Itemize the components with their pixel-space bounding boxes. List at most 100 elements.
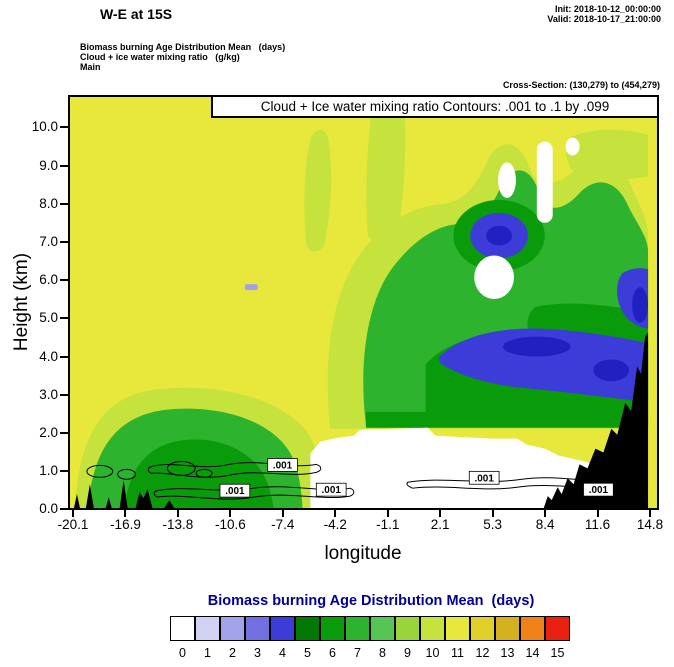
field-white-regions xyxy=(310,97,649,508)
colorbar-cell xyxy=(320,616,345,641)
colorbar-cell xyxy=(545,616,570,641)
x-tick-mark xyxy=(176,510,179,517)
contour-label-text: .001 xyxy=(475,473,495,484)
legend-line-domain: Main xyxy=(80,62,101,72)
y-tick-mark xyxy=(60,126,68,129)
y-tick-label: 1.0 xyxy=(39,463,58,479)
y-tick-mark xyxy=(60,431,68,434)
x-tick-label: 8.4 xyxy=(535,517,555,532)
contour-info-box: Cloud + Ice water mixing ratio Contours:… xyxy=(211,95,659,118)
colorbar-tick-label: 0 xyxy=(179,646,186,660)
colorbar-cell xyxy=(445,616,470,641)
cross-section-info: Cross-Section: (130,279) to (454,279) xyxy=(502,80,660,90)
y-tick-label: 5.0 xyxy=(39,310,58,326)
colorbar-cell xyxy=(470,616,495,641)
y-tick-mark xyxy=(60,508,68,511)
colorbar-cell xyxy=(270,616,295,641)
colorbar-tick-label: 14 xyxy=(525,646,540,660)
x-tick-label: -4.2 xyxy=(323,517,347,532)
y-tick-label: 7.0 xyxy=(39,233,58,249)
y-tick-label: 9.0 xyxy=(39,157,58,173)
x-tick-label: 5.3 xyxy=(483,517,503,532)
cross-section-field: .001 .001 .001 .001 .001 xyxy=(70,97,657,508)
contour-label-text: .001 xyxy=(273,460,293,471)
x-tick-mark xyxy=(544,510,547,517)
colorbar-tick-label: 1 xyxy=(204,646,211,660)
colorbar-tick-label: 12 xyxy=(475,646,490,660)
x-tick-label: -13.8 xyxy=(162,517,194,532)
y-tick-mark xyxy=(60,202,68,205)
y-tick-mark xyxy=(60,355,68,358)
colorbar-tick-label: 9 xyxy=(404,646,411,660)
x-tick-mark xyxy=(229,510,232,517)
y-tick-mark xyxy=(60,279,68,282)
colorbar-tick-label: 4 xyxy=(279,646,286,660)
contour-label: .001 xyxy=(267,458,298,472)
y-tick-mark xyxy=(60,164,68,167)
x-tick-mark xyxy=(648,510,651,517)
x-tick-mark xyxy=(386,510,389,517)
x-axis-label: longitude xyxy=(324,543,402,564)
contour-label: .001 xyxy=(219,483,251,498)
contour-label: .001 xyxy=(583,482,614,497)
valid-timestamp: Valid: 2018-10-17_21:00:00 xyxy=(547,14,661,24)
colorbar-cell xyxy=(420,616,445,641)
colorbar-tick-label: 11 xyxy=(451,646,464,660)
x-tick-label: 11.6 xyxy=(584,517,611,532)
contour-label-text: .001 xyxy=(322,485,342,496)
y-tick-label: 10.0 xyxy=(31,119,58,135)
colorbar-title: Biomass burning Age Distribution Mean (d… xyxy=(207,593,535,609)
colorbar-cell xyxy=(295,616,320,641)
colorbar-cell xyxy=(370,616,395,641)
colorbar-tick-label: 15 xyxy=(550,646,565,660)
colorbar-cell xyxy=(520,616,545,641)
x-tick-mark xyxy=(439,510,442,517)
colorbar-cell xyxy=(495,616,520,641)
y-tick-label: 2.0 xyxy=(39,424,58,440)
x-tick-label: -20.1 xyxy=(57,517,89,532)
colorbar-tick-label: 6 xyxy=(329,646,336,660)
y-tick-mark xyxy=(60,470,68,473)
colorbar-cell xyxy=(220,616,245,641)
y-tick-label: 6.0 xyxy=(39,272,58,288)
y-tick-mark xyxy=(60,317,68,320)
contour-label: .001 xyxy=(315,482,347,497)
y-tick-label: 3.0 xyxy=(39,386,58,402)
colorbar-cell xyxy=(245,616,270,641)
y-tick-mark xyxy=(60,240,68,243)
x-tick-mark xyxy=(491,510,494,517)
colorbar-tick-label: 5 xyxy=(304,646,311,660)
x-tick-label: -16.9 xyxy=(110,517,141,532)
contour-label: .001 xyxy=(468,470,500,485)
plot-area: .001 .001 .001 .001 .001 xyxy=(68,95,659,510)
contour-label-text: .001 xyxy=(589,485,609,496)
x-tick-mark xyxy=(72,510,74,517)
x-tick-label: -10.6 xyxy=(214,517,246,532)
colorbar-tick-label: 10 xyxy=(425,646,440,660)
colorbar-cell xyxy=(395,616,420,641)
field-lavender-patch xyxy=(244,284,258,291)
init-timestamp: Init: 2018-10-12_00:00:00 xyxy=(554,4,661,14)
x-tick-mark xyxy=(281,510,284,517)
colorbar-tick-label: 8 xyxy=(379,646,386,660)
contour-label-text: .001 xyxy=(225,486,245,497)
x-tick-mark xyxy=(334,510,337,517)
x-tick-label: -7.4 xyxy=(271,517,295,532)
colorbar-tick-label: 13 xyxy=(500,646,515,660)
field-blue-regions xyxy=(438,212,649,508)
y-axis-label: Height (km) xyxy=(11,252,32,352)
legend-line-fill-variable: Biomass burning Age Distribution Mean (d… xyxy=(80,42,286,52)
x-tick-mark xyxy=(596,510,599,517)
colorbar-tick-label: 3 xyxy=(254,646,261,660)
terrain-silhouette xyxy=(73,332,649,508)
x-tick-label: 2.1 xyxy=(430,517,450,532)
page-title: W-E at 15S xyxy=(100,6,173,22)
y-tick-label: 8.0 xyxy=(39,195,58,211)
colorbar-tick-label: 7 xyxy=(354,646,361,660)
y-tick-label: 0.0 xyxy=(39,501,58,517)
legend-line-contour-variable: Cloud + ice water mixing ratio (g/kg) xyxy=(80,52,240,62)
colorbar-cell xyxy=(170,616,195,641)
colorbar-cell xyxy=(345,616,370,641)
y-tick-mark xyxy=(60,393,68,396)
